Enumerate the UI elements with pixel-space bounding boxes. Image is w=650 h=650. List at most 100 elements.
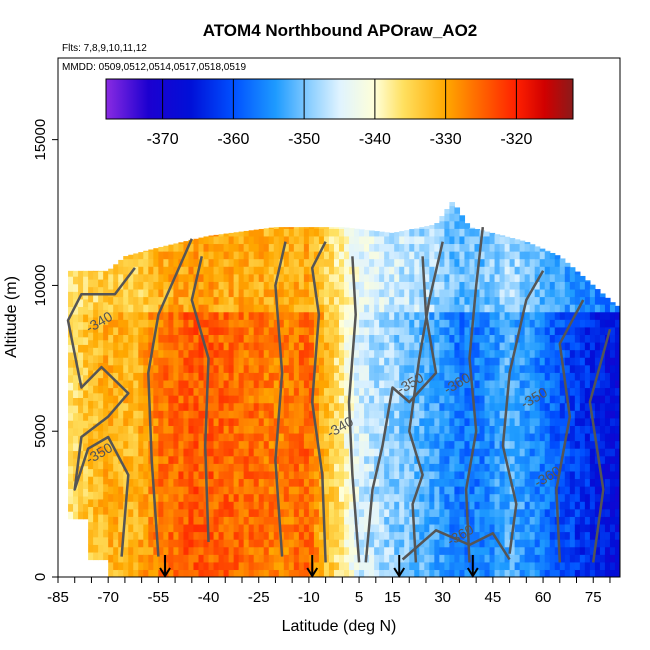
heatmap-cell <box>303 463 310 472</box>
heatmap-cell <box>574 432 581 442</box>
heatmap-cell <box>349 523 355 533</box>
heatmap-cell <box>519 273 526 282</box>
heatmap-cell <box>178 478 185 487</box>
heatmap-cell <box>429 304 435 313</box>
heatmap-cell <box>544 379 551 389</box>
heatmap-cell <box>439 531 445 540</box>
heatmap-cell <box>128 258 134 267</box>
heatmap-cell <box>268 508 275 517</box>
heatmap-cell <box>123 281 129 290</box>
heatmap-cell <box>258 273 265 282</box>
heatmap-cell <box>213 243 220 252</box>
heatmap-cell <box>308 243 315 252</box>
heatmap-cell <box>223 304 230 313</box>
heatmap-cell <box>589 334 596 343</box>
heatmap-cell <box>93 339 99 348</box>
heatmap-cell <box>303 372 310 381</box>
heatmap-cell <box>384 304 390 313</box>
heatmap-cell <box>123 455 129 464</box>
heatmap-cell <box>163 372 169 381</box>
heatmap-cell <box>113 341 119 351</box>
heatmap-cell <box>434 508 440 517</box>
heatmap-cell <box>549 417 556 426</box>
heatmap-cell <box>73 511 79 520</box>
heatmap-cell <box>439 417 445 426</box>
heatmap-cell <box>444 516 450 525</box>
heatmap-cell <box>569 349 576 358</box>
heatmap-cell <box>394 539 400 548</box>
heatmap-cell <box>333 395 340 404</box>
heatmap-cell <box>454 341 461 351</box>
heatmap-cell <box>93 400 99 409</box>
heatmap-cell <box>228 243 235 252</box>
heatmap-cell <box>293 554 300 563</box>
heatmap-cell <box>349 304 355 313</box>
heatmap-cell <box>258 349 265 358</box>
heatmap-cell <box>233 516 240 525</box>
heatmap-cell <box>574 569 581 577</box>
heatmap-cell <box>484 326 491 336</box>
heatmap-cell <box>564 463 571 472</box>
heatmap-cell <box>233 326 240 336</box>
heatmap-cell <box>454 448 461 457</box>
heatmap-cell <box>233 425 240 434</box>
heatmap-cell <box>579 417 586 426</box>
heatmap-cell <box>263 243 270 252</box>
heatmap-cell <box>288 508 295 517</box>
heatmap-cell <box>374 523 380 533</box>
heatmap-cell <box>454 463 461 472</box>
heatmap-cell <box>514 501 521 510</box>
heatmap-cell <box>293 478 300 487</box>
heatmap-cell <box>148 561 154 571</box>
heatmap-cell <box>514 387 521 396</box>
heatmap-cell <box>409 486 415 495</box>
heatmap-cell <box>604 493 611 502</box>
heatmap-cell <box>524 569 531 577</box>
heatmap-cell <box>379 425 385 434</box>
heatmap-cell <box>364 341 370 351</box>
heatmap-cell <box>469 417 476 426</box>
heatmap-cell <box>128 470 134 480</box>
heatmap-cell <box>208 235 215 245</box>
heatmap-cell <box>489 546 496 555</box>
heatmap-cell <box>318 251 325 260</box>
heatmap-cell <box>208 281 215 290</box>
heatmap-cell <box>128 508 134 517</box>
heatmap-cell <box>118 296 124 305</box>
heatmap-cell <box>589 523 596 533</box>
heatmap-cell <box>93 270 99 273</box>
heatmap-cell <box>308 227 315 229</box>
heatmap-cell <box>589 508 596 517</box>
heatmap-cell <box>484 402 491 411</box>
heatmap-cell <box>434 326 440 336</box>
heatmap-cell <box>464 258 471 267</box>
heatmap-cell <box>579 455 586 464</box>
heatmap-cell <box>434 425 440 434</box>
heatmap-cell <box>594 425 601 434</box>
heatmap-cell <box>68 306 74 315</box>
heatmap-cell <box>238 440 245 449</box>
heatmap-cell <box>339 455 345 464</box>
heatmap-cell <box>614 319 620 328</box>
heatmap-cell <box>454 486 461 495</box>
heatmap-cell <box>88 270 94 273</box>
heatmap-cell <box>449 387 456 396</box>
heatmap-cell <box>464 304 471 313</box>
heatmap-cell <box>414 288 420 298</box>
heatmap-cell <box>474 440 481 449</box>
heatmap-cell <box>103 392 109 401</box>
heatmap-cell <box>183 410 190 419</box>
heatmap-cell <box>574 387 581 396</box>
heatmap-cell <box>138 501 144 510</box>
heatmap-cell <box>374 508 380 517</box>
heatmap-cell <box>293 349 300 358</box>
heatmap-cell <box>293 561 300 571</box>
heatmap-cell <box>494 546 501 555</box>
heatmap-cell <box>148 311 154 320</box>
heatmap-cell <box>193 341 200 351</box>
heatmap-cell <box>183 304 190 313</box>
heatmap-cell <box>298 561 305 571</box>
heatmap-cell <box>534 379 541 389</box>
heatmap-cell <box>439 493 445 502</box>
heatmap-cell <box>579 501 586 510</box>
